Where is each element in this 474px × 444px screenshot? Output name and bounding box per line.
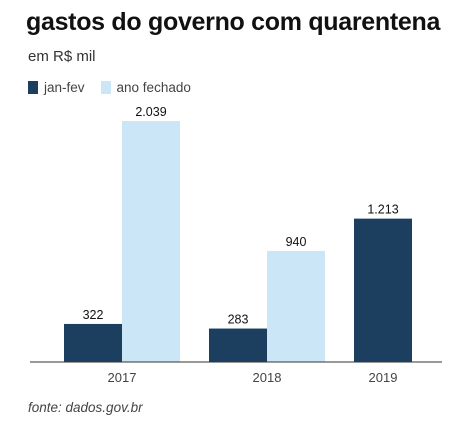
legend-label-jan-fev: jan-fev [44,80,85,95]
bar-2017-ano-fechado [122,121,180,362]
legend-item-ano-fechado: ano fechado [100,80,191,95]
data-label-2018-ano-fechado: 940 [286,235,307,249]
data-label-2018-jan-fev: 283 [228,313,249,327]
legend-label-ano-fechado: ano fechado [116,80,191,95]
bar-2019-jan-fev [354,218,412,362]
source-note: fonte: dados.gov.br [28,400,143,415]
data-label-2017-jan-fev: 322 [83,308,104,322]
bar-2018-jan-fev [209,328,267,362]
chart-subtitle: em R$ mil [28,48,96,65]
data-label-2017-ano-fechado: 2.039 [135,105,166,119]
x-tick-label-2018: 2018 [253,370,282,385]
chart-title: gastos do governo com quarentena [26,8,441,36]
bar-2018-ano-fechado [267,250,325,362]
legend-swatch-ano-fechado [100,81,111,94]
x-tick-label-2017: 2017 [108,370,137,385]
data-label-2019-jan-fev: 1.213 [367,203,398,217]
x-tick-label-2019: 2019 [369,370,398,385]
legend: jan-fev ano fechado [28,80,207,95]
legend-item-jan-fev: jan-fev [28,80,85,95]
legend-swatch-jan-fev [28,81,38,94]
bar-2017-jan-fev [64,323,122,362]
